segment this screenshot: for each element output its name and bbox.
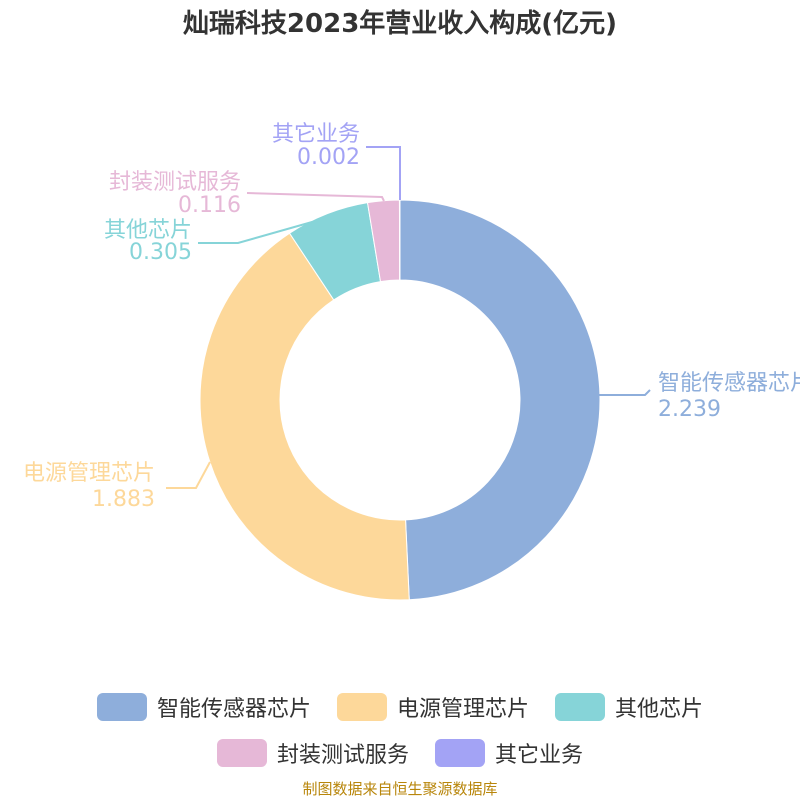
- leader-line: [366, 146, 401, 200]
- leader-line: [246, 192, 385, 202]
- chart-title: 灿瑞科技2023年营业收入构成(亿元): [182, 9, 618, 39]
- legend-swatch: [435, 739, 485, 767]
- slice-value-label: 0.002: [297, 145, 360, 170]
- leader-line: [198, 221, 313, 244]
- slice-name-label: 封装测试服务: [109, 170, 241, 195]
- legend-label: 封装测试服务: [276, 743, 409, 768]
- slice-value-label: 0.305: [129, 240, 192, 265]
- legend-item-other-chips[interactable]: 其他芯片: [555, 691, 703, 723]
- legend-item-sensor-chips[interactable]: 智能传感器芯片: [96, 691, 311, 723]
- legend-label: 其它业务: [495, 743, 584, 768]
- slice-other-business[interactable]: [398, 199, 401, 281]
- slice-name-label: 其他芯片: [104, 218, 192, 243]
- legend-swatch: [555, 693, 605, 721]
- legend-item-packaging-testing[interactable]: 封装测试服务: [216, 737, 409, 769]
- legend-label: 其他芯片: [615, 697, 704, 722]
- slice-name-label: 其它业务: [272, 122, 360, 147]
- slice-sensor-chips[interactable]: [399, 199, 601, 601]
- slice-value-label: 0.116: [178, 193, 241, 218]
- leader-line: [166, 461, 211, 489]
- source-note: 制图数据来自恒生聚源数据库: [302, 780, 498, 798]
- legend-item-other-business[interactable]: 其它业务: [435, 737, 583, 769]
- legend: 智能传感器芯片 电源管理芯片 其他芯片 封装测试服务 其它业务: [0, 684, 800, 776]
- legend-label: 电源管理芯片: [396, 697, 529, 722]
- slice-value-label: 1.883: [92, 487, 155, 512]
- legend-swatch: [216, 739, 267, 767]
- leader-line: [598, 389, 651, 396]
- legend-row-2: 封装测试服务 其它业务: [0, 730, 800, 776]
- legend-row-1: 智能传感器芯片 电源管理芯片 其他芯片: [0, 684, 800, 730]
- legend-label: 智能传感器芯片: [156, 697, 311, 722]
- slice-value-label: 2.239: [658, 397, 721, 422]
- slice-name-label: 智能传感器芯片: [658, 371, 800, 396]
- slice-power-chips[interactable]: [199, 232, 410, 601]
- legend-swatch: [96, 693, 147, 721]
- legend-item-power-chips[interactable]: 电源管理芯片: [336, 691, 529, 723]
- legend-swatch: [336, 693, 387, 721]
- slice-name-label: 电源管理芯片: [23, 461, 155, 486]
